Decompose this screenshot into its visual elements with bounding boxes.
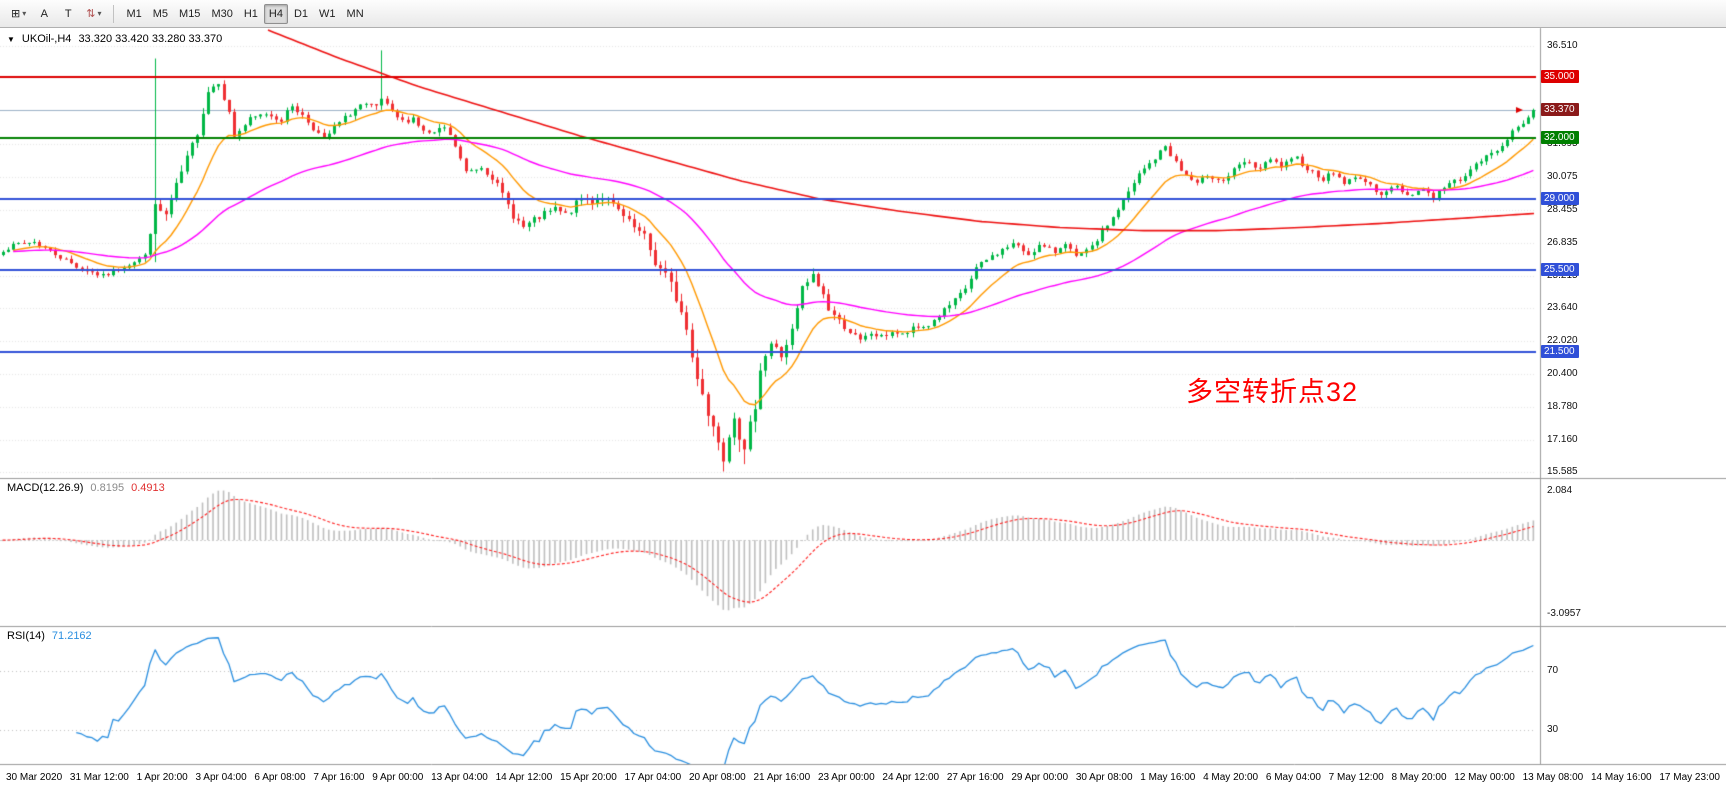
time-axis-label: 17 Apr 04:00 xyxy=(624,772,682,783)
timeframe-h1-button[interactable]: H1 xyxy=(239,4,263,24)
rsi-value: 71.2162 xyxy=(51,630,92,642)
time-axis-label: 7 May 12:00 xyxy=(1328,772,1384,783)
rsi-indicator-label: RSI(14) 71.2162 xyxy=(7,630,92,642)
price-axis-label: 23.640 xyxy=(1547,302,1578,314)
price-level-badge-35.000: 35.000 xyxy=(1541,69,1579,83)
chart-ohlc-values: 33.320 33.420 33.280 33.370 xyxy=(78,33,223,45)
time-axis-label: 4 May 20:00 xyxy=(1203,772,1259,783)
time-axis-label: 30 Mar 2020 xyxy=(6,772,63,783)
time-axis-label: 21 Apr 16:00 xyxy=(753,772,811,783)
objects-dropdown-button[interactable]: ⇅ ▾ xyxy=(81,4,106,24)
price-axis-label: 22.020 xyxy=(1547,335,1578,347)
price-level-badge-33.370: 33.370 xyxy=(1541,103,1579,117)
timeframe-h4-button[interactable]: H4 xyxy=(263,3,288,24)
time-axis-label: 1 May 16:00 xyxy=(1140,772,1196,783)
time-axis-label: 14 Apr 12:00 xyxy=(495,772,553,783)
time-axis-label: 15 Apr 20:00 xyxy=(560,772,617,783)
timeframe-m15-button[interactable]: M15 xyxy=(174,4,205,24)
macd-axis-label: 2.084 xyxy=(1547,484,1573,496)
timeframe-d1-button[interactable]: D1 xyxy=(289,4,313,24)
objects-dropdown-icon: ⇅ xyxy=(86,8,96,20)
time-axis-label: 30 Apr 08:00 xyxy=(1075,772,1133,783)
text-tool-button[interactable]: T xyxy=(57,4,79,24)
price-axis-label: 18.780 xyxy=(1547,401,1578,413)
price-axis-label: 30.075 xyxy=(1547,171,1578,183)
price-level-badge-25.500: 25.500 xyxy=(1541,263,1579,277)
time-axis-label: 7 Apr 16:00 xyxy=(313,772,365,783)
time-axis-label: 14 May 16:00 xyxy=(1590,772,1652,783)
time-axis-label: 29 Apr 00:00 xyxy=(1011,772,1069,783)
timeframe-group: M1 M5 M15 M30 H1 H4 D1 W1 MN xyxy=(121,3,369,24)
time-axis-label: 24 Apr 12:00 xyxy=(882,772,940,783)
macd-signal-value: 0.4913 xyxy=(131,482,165,494)
price-axis-label: 26.835 xyxy=(1547,237,1578,249)
time-axis-label: 20 Apr 08:00 xyxy=(689,772,746,783)
rsi-name: RSI(14) xyxy=(7,630,45,642)
price-level-badge-32.000: 32.000 xyxy=(1541,130,1579,144)
rsi-axis-label: 70 xyxy=(1547,664,1559,676)
macd-indicator-label: MACD(12.26.9) 0.8195 0.4913 xyxy=(7,482,165,494)
time-axis-label: 23 Apr 00:00 xyxy=(817,772,875,783)
price-axis-label: 20.400 xyxy=(1547,368,1578,380)
timeframe-mn-button[interactable]: MN xyxy=(342,4,369,24)
time-axis-label: 6 Apr 08:00 xyxy=(254,772,306,783)
caret-down-icon: ▾ xyxy=(97,9,102,18)
time-axis-label: 17 May 23:00 xyxy=(1659,772,1720,783)
macd-main-value: 0.8195 xyxy=(90,482,125,494)
time-axis-label: 9 Apr 00:00 xyxy=(372,772,424,783)
timeframe-m30-button[interactable]: M30 xyxy=(206,4,237,24)
time-axis[interactable]: 30 Mar 2020 31 Mar 12:00 1 Apr 20:00 3 Apr … xyxy=(0,767,1726,788)
timeframe-w1-button[interactable]: W1 xyxy=(314,4,341,24)
price-level-badge-29.000: 29.000 xyxy=(1541,192,1579,206)
macd-name: MACD(12.26.9) xyxy=(7,482,84,494)
top-toolbar: ⊞ ▾ A T ⇅ ▾ M1 M5 M15 M30 H1 H4 D1 W1 MN xyxy=(0,0,1726,28)
new-chart-icon: ⊞ xyxy=(11,8,21,20)
drawing-tools-group: ⊞ ▾ A T ⇅ ▾ xyxy=(6,4,106,24)
time-axis-label: 1 Apr 20:00 xyxy=(136,772,188,783)
chart-symbol-label: UKOil-,H4 xyxy=(21,33,72,45)
time-axis-label: 31 Mar 12:00 xyxy=(69,772,129,783)
cursor-tool-button[interactable]: A xyxy=(33,4,55,24)
toolbar-separator xyxy=(113,4,115,23)
price-axis-label: 36.510 xyxy=(1547,40,1578,52)
timeframe-m5-button[interactable]: M5 xyxy=(148,4,173,24)
time-axis-label: 6 May 04:00 xyxy=(1265,772,1321,783)
price-axis-label: 15.585 xyxy=(1547,466,1578,478)
price-axis-label: 28.455 xyxy=(1547,204,1578,216)
chart-dropdown-icon: ▼ xyxy=(7,34,15,44)
time-axis-label: 13 Apr 04:00 xyxy=(431,772,488,783)
price-level-badge-21.500: 21.500 xyxy=(1541,344,1579,358)
macd-axis-label: -3.0957 xyxy=(1547,607,1581,619)
new-chart-button[interactable]: ⊞ ▾ xyxy=(6,4,31,24)
timeframe-m1-button[interactable]: M1 xyxy=(121,4,146,24)
price-axis-label: 17.160 xyxy=(1547,434,1578,446)
time-axis-label: 13 May 08:00 xyxy=(1522,772,1584,783)
time-axis-label: 3 Apr 04:00 xyxy=(195,772,247,783)
time-axis-label: 12 May 00:00 xyxy=(1454,772,1515,783)
chart-title: ▼ UKOil-,H4 33.320 33.420 33.280 33.370 xyxy=(7,33,222,45)
time-axis-label: 27 Apr 16:00 xyxy=(946,772,1004,783)
chart-annotation-text[interactable]: 多空转折点32 xyxy=(1186,377,1359,407)
time-axis-label: 8 May 20:00 xyxy=(1391,772,1447,783)
rsi-axis-label: 30 xyxy=(1547,723,1559,735)
caret-down-icon: ▾ xyxy=(22,9,27,18)
